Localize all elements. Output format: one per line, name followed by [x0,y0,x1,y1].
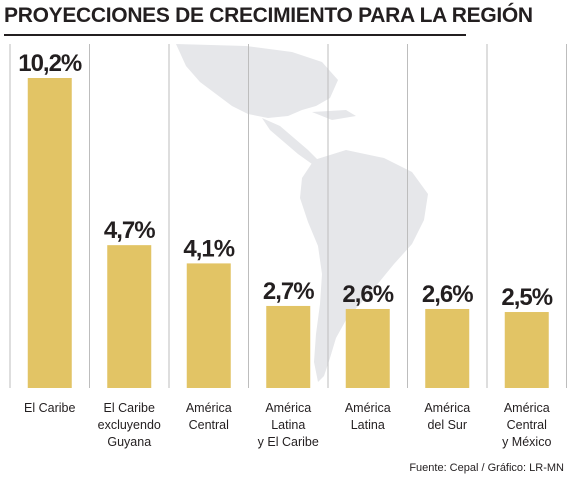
category-label-line: Central [189,418,229,432]
value-label: 10,2% [18,50,82,77]
bar [27,78,72,388]
category-label-line: América [265,401,311,415]
category-label: El Caribe [24,401,75,415]
category-label: América del Sur [424,401,470,432]
category-label-line: Latina [351,418,385,432]
category-label-line: El Caribe [24,401,75,415]
chart-title: PROYECCIONES DE CRECIMIENTO PARA LA REGI… [4,4,533,27]
category-label-line: y México [502,435,551,449]
caribbean-shape [312,110,356,120]
category-label-line: excluyendo [98,418,161,432]
bar [504,312,549,388]
source-note: Fuente: Cepal / Gráfico: LR-MN [409,462,564,474]
title-rule [4,34,466,36]
south-america-shape [300,150,428,382]
value-label: 2,6% [342,281,393,308]
category-label-line: América [424,401,470,415]
value-label: 2,7% [263,278,314,305]
central-america-shape [262,118,318,164]
category-label: América Central y México [502,401,551,449]
category-label-line: El Caribe [104,401,155,415]
category-labels: El Caribe El Caribe excluyendo Guyana Améric… [24,401,551,449]
north-america-shape [176,44,338,118]
bar [107,245,152,388]
category-label: América Latina y El Caribe [258,401,319,449]
category-label: El Caribe excluyendo Guyana [98,401,161,449]
category-label-line: Central [507,418,547,432]
bar [425,308,470,388]
value-label: 4,1% [183,235,234,262]
bar [186,263,231,388]
bars [27,78,549,388]
bar [345,308,390,388]
value-labels: 10,2% 4,7% 4,1% 2,7% 2,6% 2,6% 2,5% [18,50,554,311]
value-label: 4,7% [104,217,155,244]
bar [266,305,311,388]
category-label-line: del Sur [427,418,467,432]
category-label: América Latina [345,401,391,432]
category-label-line: América [186,401,232,415]
background-map [176,44,428,382]
category-label: América Central [186,401,232,432]
category-label-line: Latina [271,418,305,432]
value-label: 2,5% [501,284,552,311]
category-label-line: y El Caribe [258,435,319,449]
category-label-line: Guyana [107,435,151,449]
category-label-line: América [345,401,391,415]
category-label-line: América [504,401,550,415]
column-dividers [9,44,567,388]
value-label: 2,6% [422,281,473,308]
